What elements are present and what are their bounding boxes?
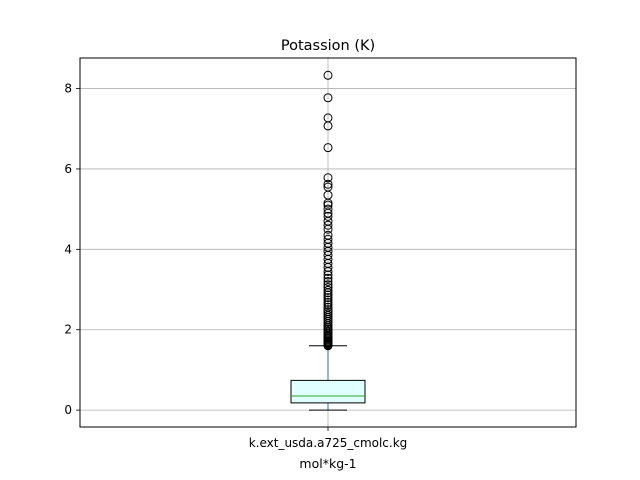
outlier-point [323, 220, 333, 230]
outlier-point [323, 280, 333, 290]
grid-layer [80, 58, 576, 427]
outlier-point [323, 113, 333, 123]
box-iqr [290, 379, 366, 404]
y-tick-label: 2 [64, 323, 72, 337]
outlier-point [323, 276, 333, 286]
outlier-point [323, 182, 333, 192]
outlier-point [323, 93, 333, 103]
y-tick-label: 6 [64, 162, 72, 176]
outlier-point [323, 300, 333, 310]
y-tick-label: 4 [64, 242, 72, 256]
outlier-point [323, 283, 333, 293]
outlier-point [323, 143, 333, 153]
y-tick-label: 0 [64, 403, 72, 417]
outlier-point [323, 302, 333, 312]
x-axis-label: mol*kg-1 [299, 456, 356, 471]
outlier-point [323, 295, 333, 305]
outlier-point [323, 297, 333, 307]
outlier-point [323, 70, 333, 80]
outlier-point [323, 305, 333, 315]
y-tick-label: 8 [64, 82, 72, 96]
x-axis: k.ext_usda.a725_cmolc.kg [249, 427, 408, 450]
outlier-point [323, 173, 333, 183]
outlier-point [323, 230, 333, 240]
outlier-point [323, 211, 333, 221]
outlier-point [323, 293, 333, 303]
chart-title: Potassion (K) [281, 38, 375, 54]
outlier-point [323, 285, 333, 295]
outlier-point [323, 179, 333, 189]
outlier-point [323, 204, 333, 214]
outlier-point [323, 234, 333, 244]
outlier-layer [323, 70, 333, 351]
y-axis: 0 2 4 6 8 [64, 82, 80, 417]
box-layer [290, 345, 366, 411]
outlier-point [323, 273, 333, 283]
x-tick-label: k.ext_usda.a725_cmolc.kg [249, 436, 408, 450]
